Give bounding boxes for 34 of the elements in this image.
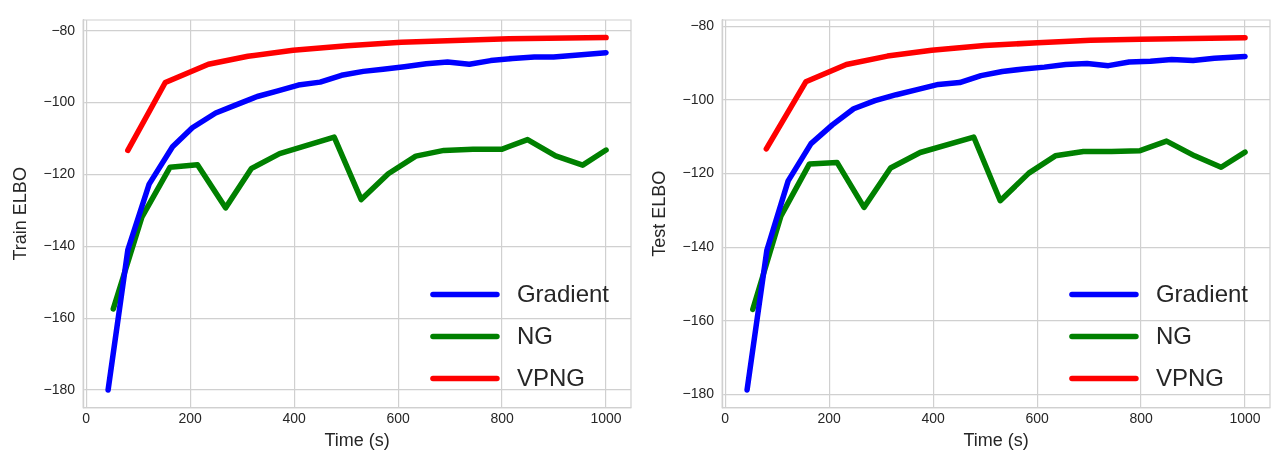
- legend-label: VPNG: [1155, 364, 1224, 392]
- legend-label: Gradient: [516, 280, 610, 308]
- y-tick-label: −120: [682, 164, 715, 181]
- y-axis-title: Test ELBO: [648, 170, 669, 257]
- x-tick-label: 0: [721, 409, 730, 426]
- x-tick-label: 200: [178, 409, 203, 426]
- legend-label: VPNG: [516, 364, 585, 392]
- x-tick-label: 0: [82, 409, 91, 426]
- y-tick-label: −140: [682, 237, 715, 254]
- y-tick-label: −100: [43, 93, 76, 110]
- y-tick-label: −160: [43, 309, 76, 326]
- legend-label: Gradient: [1155, 280, 1249, 308]
- y-tick-label: −120: [43, 165, 76, 182]
- y-tick-label: −160: [682, 311, 715, 328]
- x-tick-label: 400: [921, 409, 946, 426]
- x-tick-label: 800: [490, 409, 514, 426]
- x-tick-label: 600: [386, 409, 411, 426]
- x-tick-label: 600: [1025, 409, 1050, 426]
- y-tick-label: −180: [682, 385, 715, 402]
- y-tick-label: −140: [43, 237, 76, 254]
- y-tick-label: −80: [690, 17, 715, 34]
- x-tick-label: 200: [817, 409, 842, 426]
- x-axis-title: Time (s): [963, 430, 1029, 451]
- legend-label: NG: [516, 322, 553, 350]
- y-tick-label: −80: [51, 21, 76, 38]
- y-tick-label: −100: [682, 90, 715, 107]
- x-tick-label: 1000: [1229, 409, 1261, 426]
- x-tick-label: 400: [282, 409, 307, 426]
- legend-label: NG: [1155, 322, 1192, 350]
- x-tick-label: 1000: [590, 409, 622, 426]
- x-tick-label: 800: [1129, 409, 1153, 426]
- x-axis-title: Time (s): [324, 430, 390, 451]
- y-axis-title: Train ELBO: [9, 167, 30, 261]
- y-tick-label: −180: [43, 380, 76, 397]
